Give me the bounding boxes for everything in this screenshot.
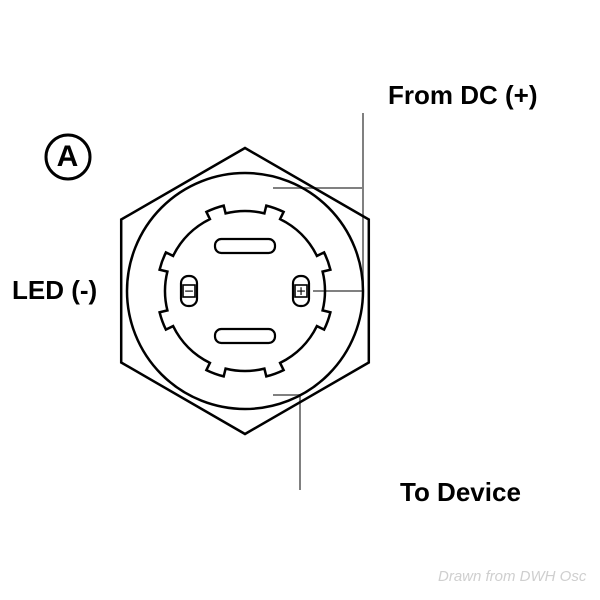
svg-text:−: − [184,284,193,301]
label-to-device: To Device [400,477,521,508]
label-led-minus: LED (-) [12,275,97,306]
diagram-stage: − + A From DC (+) LED (-) To Device Drawn… [0,0,600,600]
label-from-dc-plus: From DC (+) [388,80,538,111]
marker-letter: A [57,140,79,174]
svg-text:+: + [296,284,305,301]
watermark-text: Drawn from DWH Osc [438,568,586,585]
